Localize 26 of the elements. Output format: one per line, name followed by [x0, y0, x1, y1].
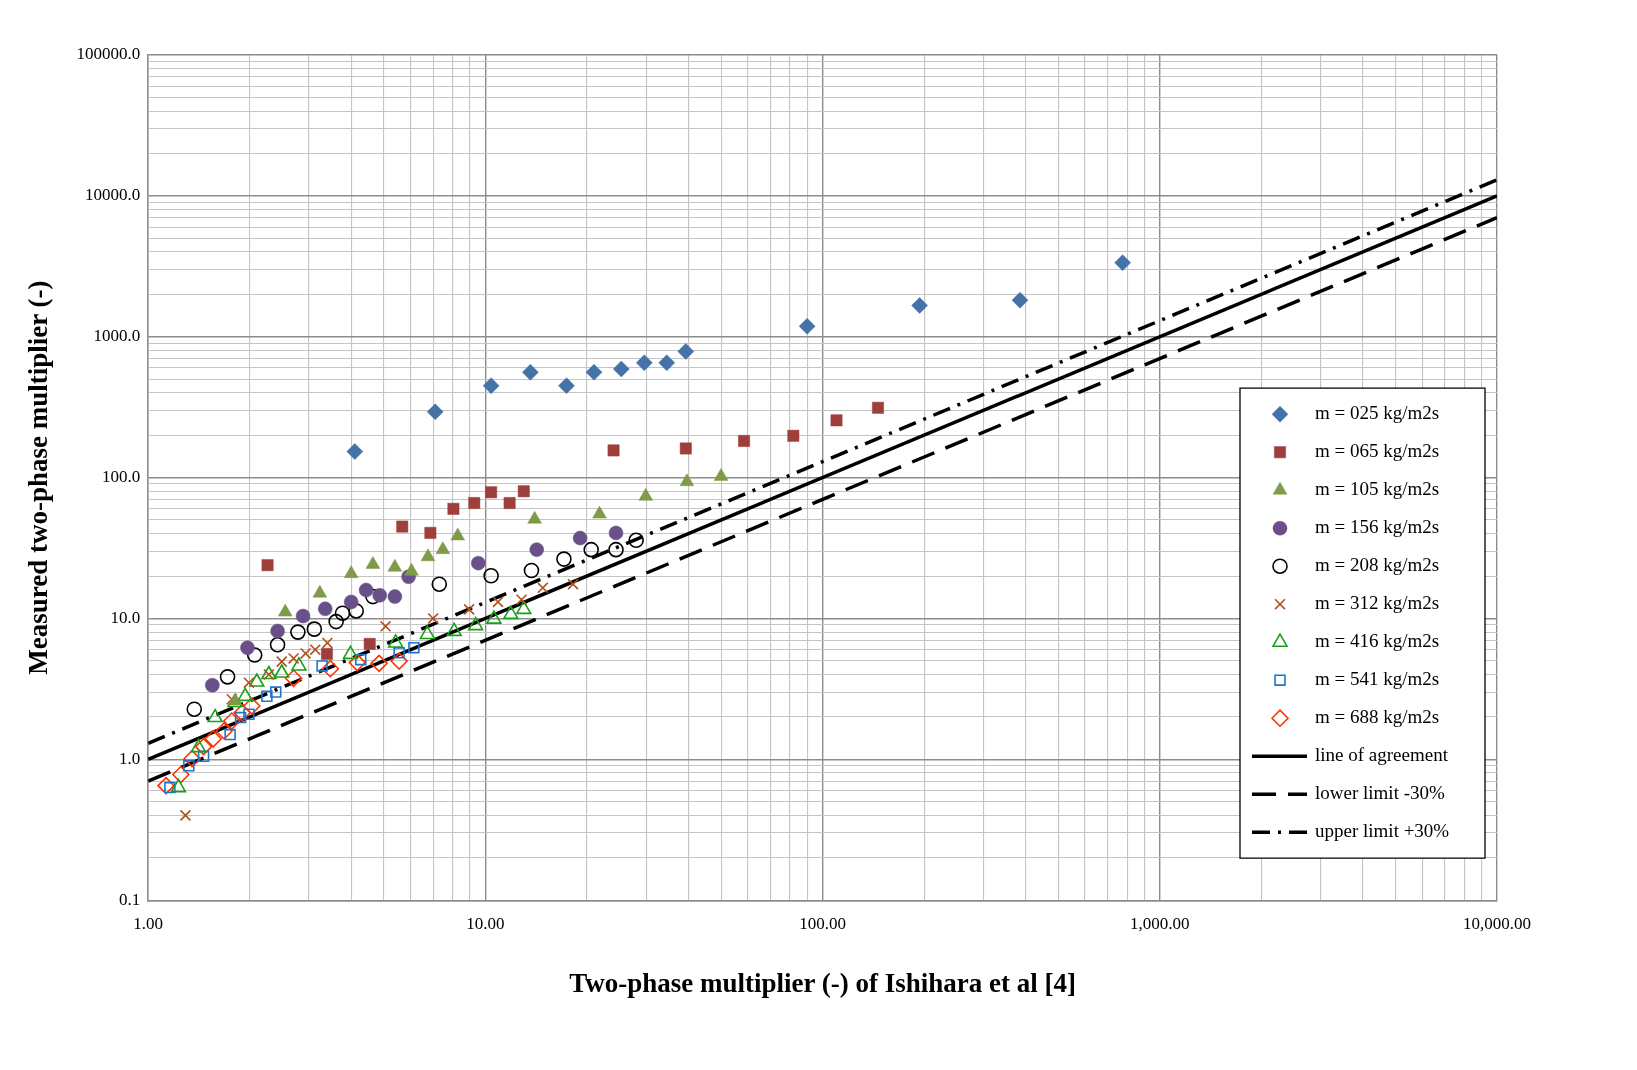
x-axis-title: Two-phase multiplier (-) of Ishihara et al [4]	[569, 967, 1076, 998]
legend-label: upper limit +30%	[1315, 820, 1450, 842]
legend-label: m = 156 kg/m2s	[1315, 516, 1440, 538]
legend-label: m = 025 kg/m2s	[1315, 402, 1440, 424]
x-tick-label: 1,000.00	[1130, 913, 1190, 933]
x-tick-label: 10,000.00	[1463, 913, 1531, 933]
legend-label: m = 541 kg/m2s	[1315, 668, 1440, 690]
legend-label: m = 312 kg/m2s	[1315, 592, 1440, 614]
y-tick-label: 1000.0	[93, 326, 141, 346]
y-tick-label: 10.0	[110, 607, 141, 627]
legend-label: m = 105 kg/m2s	[1315, 478, 1440, 500]
y-tick-label: 1.0	[118, 748, 141, 768]
y-tick-label: 10000.0	[84, 185, 141, 205]
x-tick-label: 100.00	[799, 913, 846, 933]
x-tick-label: 1.00	[133, 913, 164, 933]
legend-label: m = 208 kg/m2s	[1315, 554, 1440, 576]
legend-label: m = 065 kg/m2s	[1315, 440, 1440, 462]
y-tick-label: 0.1	[118, 889, 141, 909]
legend-label: lower limit -30%	[1315, 782, 1445, 804]
legend-label: m = 416 kg/m2s	[1315, 630, 1440, 652]
y-tick-label: 100.0	[101, 467, 141, 487]
legend-label: m = 688 kg/m2s	[1315, 706, 1440, 728]
x-tick-label: 10.00	[466, 913, 505, 933]
y-axis-title: Measured two-phase multiplier (-)	[23, 280, 54, 675]
y-tick-label: 100000.0	[76, 44, 141, 64]
legend-label: line of agreement	[1315, 744, 1449, 766]
